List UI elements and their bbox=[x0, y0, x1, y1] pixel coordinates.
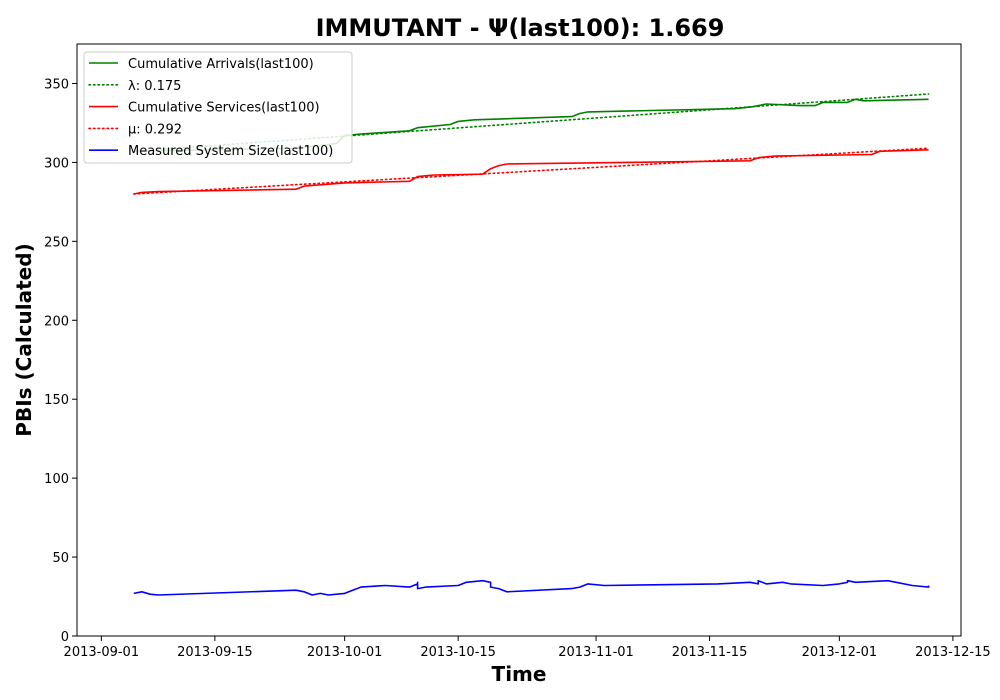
legend-label: Cumulative Services(last100) bbox=[128, 101, 320, 116]
y-tick-label: 250 bbox=[44, 235, 69, 250]
plot-frame bbox=[76, 43, 962, 637]
legend-label: λ: 0.175 bbox=[128, 79, 181, 94]
y-axis: 0 50 100 150 200 250 300 350 bbox=[44, 77, 77, 645]
legend: Cumulative Arrivals(last100) λ: 0.175 Cumu… bbox=[83, 51, 353, 164]
y-tick-label: 50 bbox=[52, 551, 69, 566]
legend-label: μ: 0.292 bbox=[128, 122, 182, 137]
chart-title: IMMUTANT - Ψ(last100): 1.669 bbox=[316, 14, 725, 42]
x-tick-label: 2013-09-15 bbox=[177, 645, 253, 660]
x-tick-label: 2013-11-01 bbox=[558, 645, 634, 660]
series-line-0 bbox=[133, 98, 929, 153]
y-tick-label: 300 bbox=[44, 156, 69, 171]
series-line-2 bbox=[133, 149, 929, 195]
x-tick-label: 2013-10-15 bbox=[420, 645, 496, 660]
series-line-3 bbox=[133, 147, 930, 195]
y-tick-label: 350 bbox=[44, 77, 69, 92]
x-tick-label: 2013-10-01 bbox=[307, 645, 383, 660]
y-tick-label: 100 bbox=[44, 472, 69, 487]
series-layer bbox=[133, 93, 930, 596]
y-tick-label: 0 bbox=[61, 630, 69, 645]
y-axis-title: PBIs (Calculated) bbox=[12, 243, 36, 436]
x-tick-label: 2013-09-01 bbox=[64, 645, 140, 660]
series-line-4 bbox=[133, 579, 930, 596]
x-tick-label: 2013-12-01 bbox=[802, 645, 878, 660]
y-tick-label: 150 bbox=[44, 393, 69, 408]
y-tick-label: 200 bbox=[44, 314, 69, 329]
legend-label: Measured System Size(last100) bbox=[128, 144, 333, 159]
x-tick-label: 2013-12-15 bbox=[915, 645, 991, 660]
legend-box bbox=[83, 51, 353, 164]
x-tick-label: 2013-11-15 bbox=[672, 645, 748, 660]
x-axis-title: Time bbox=[492, 662, 547, 686]
x-axis: 2013-09-01 2013-09-15 2013-10-01 2013-10-15… bbox=[64, 636, 991, 660]
legend-label: Cumulative Arrivals(last100) bbox=[128, 57, 314, 72]
